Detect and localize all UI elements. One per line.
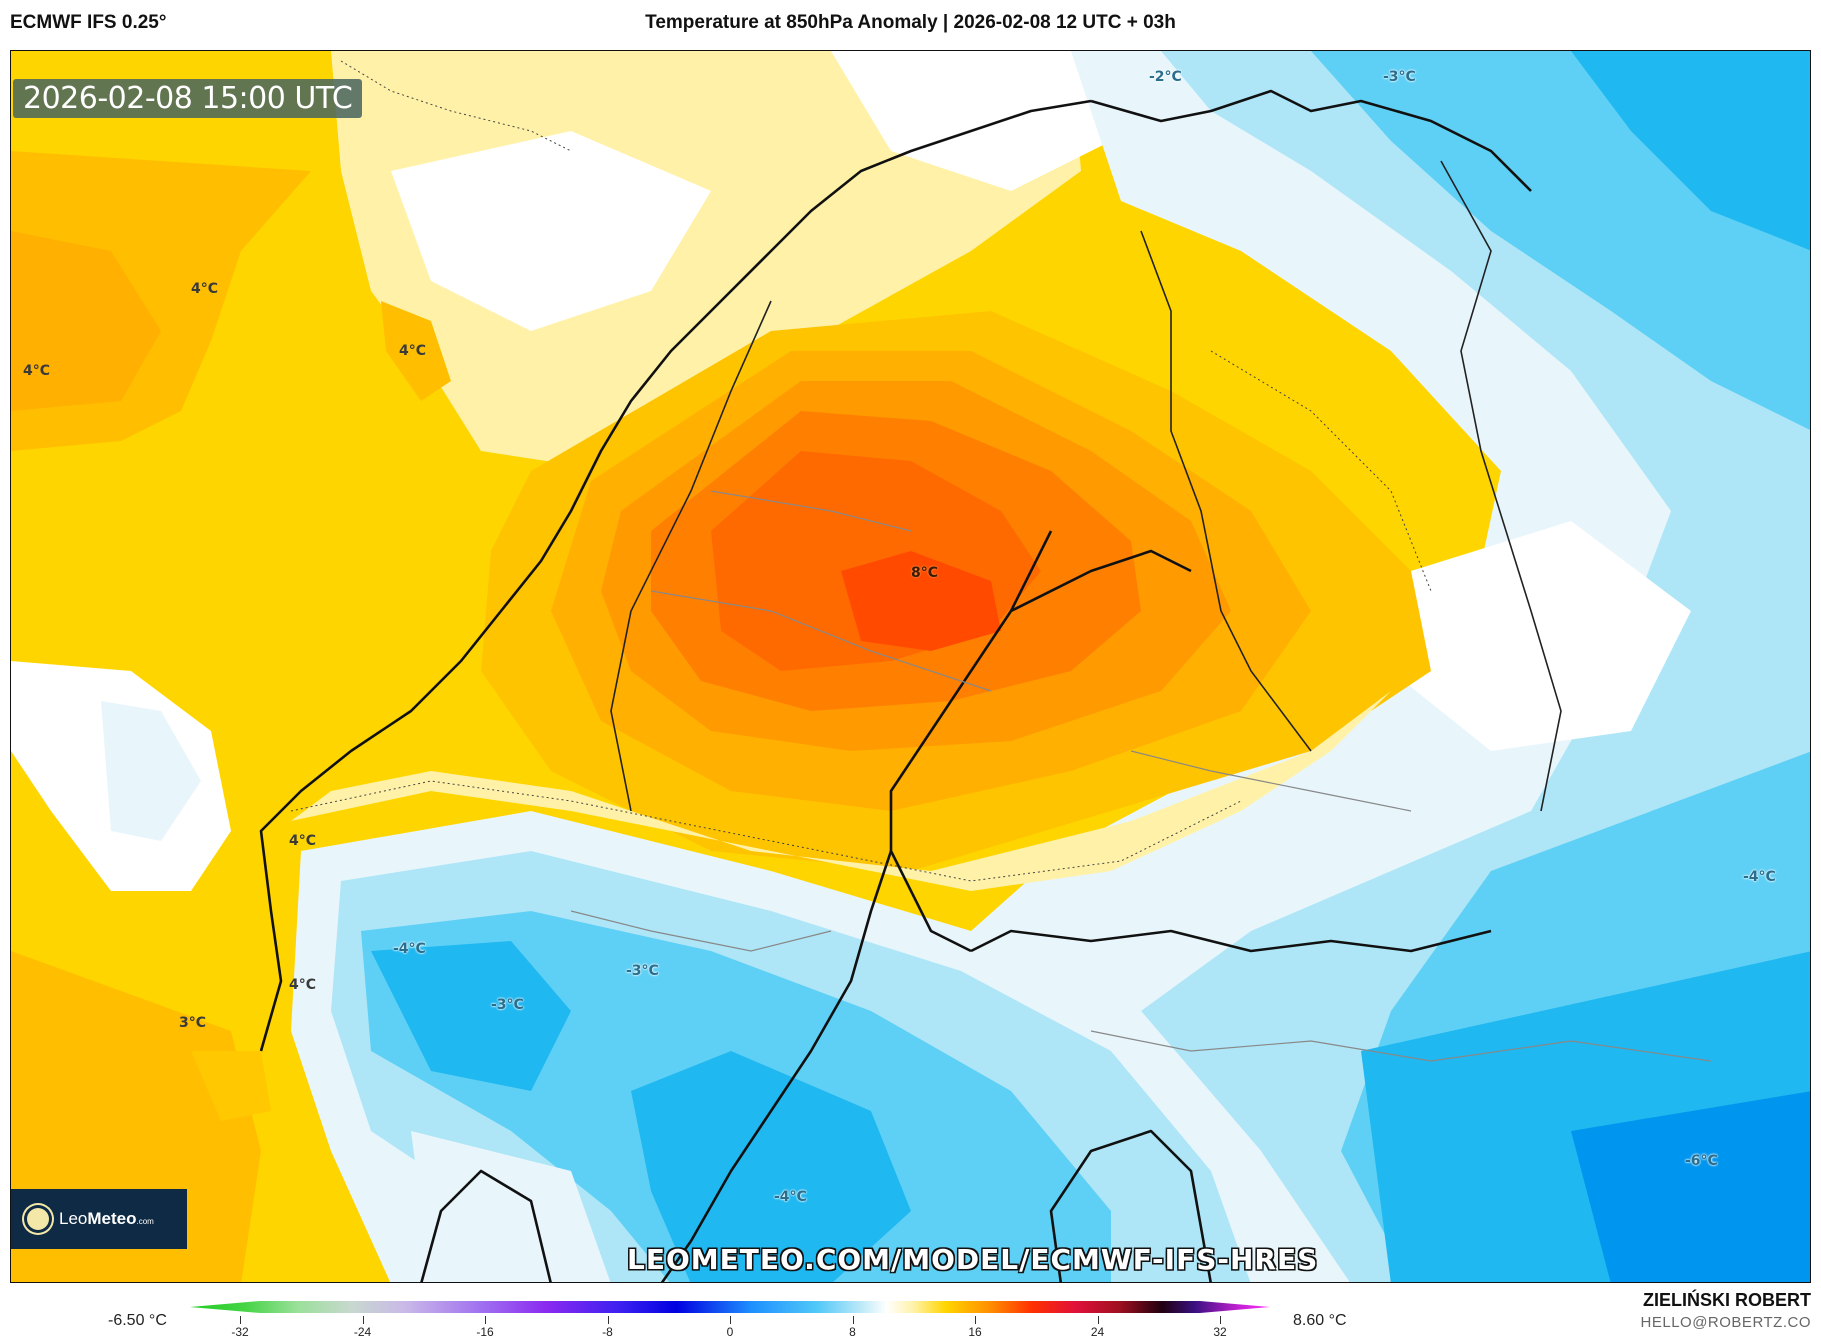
colorbar-min-label: -6.50 °C: [108, 1312, 167, 1329]
contour-label: -3°C: [1383, 69, 1416, 85]
leometeo-logo[interactable]: LeoMeteo.com: [11, 1189, 187, 1249]
colorbar-tick-mark: [362, 1316, 364, 1324]
temperature-anomaly-field: [11, 51, 1810, 1282]
colorbar-tick-label: 8: [849, 1325, 856, 1339]
colorbar-tick-mark: [975, 1316, 976, 1324]
contour-label: 4°C: [23, 363, 51, 379]
chart-title: Temperature at 850hPa Anomaly | 2026-02-…: [645, 12, 1176, 33]
author-email[interactable]: HELLO@ROBERTZ.CO: [1640, 1314, 1811, 1331]
valid-time-badge: 2026-02-08 15:00 UTC: [13, 79, 363, 118]
colorbar-tick-mark: [1220, 1316, 1221, 1324]
colorbar-tick-mark: [730, 1316, 731, 1324]
colorbar-tick-mark: [1097, 1316, 1099, 1324]
colorbar-tick-mark: [240, 1316, 241, 1324]
colorbar-tick-mark: [485, 1316, 486, 1324]
contour-label: -2°C: [1149, 69, 1182, 85]
colorbar-tick-label: 0: [726, 1325, 734, 1339]
contour-label: -3°C: [491, 997, 524, 1013]
forecast-map[interactable]: 2026-02-08 15:00 UTC 4°C 4°C 4°C 8°C 4°C 4°C 3…: [10, 50, 1811, 1283]
colorbar-tick-label: -16: [476, 1325, 494, 1339]
colorbar-tick-label: -32: [231, 1325, 249, 1339]
contour-label: 4°C: [399, 343, 427, 359]
colorbar: [190, 1301, 1270, 1313]
sun-icon: [27, 1208, 49, 1230]
contour-label: -4°C: [774, 1189, 807, 1205]
colorbar-tick-label: 32: [1213, 1325, 1227, 1339]
colorbar-tick-mark: [852, 1316, 854, 1324]
contour-label: 4°C: [289, 833, 317, 849]
author-name: ZIELIŃSKI ROBERT: [1642, 1290, 1811, 1310]
colorbar-tick-label: 16: [968, 1325, 982, 1339]
model-name: ECMWF IFS 0.25°: [10, 12, 167, 33]
contour-label: -4°C: [1743, 869, 1776, 885]
watermark-url: LEOMETEO.COM/MODEL/ECMWF-IFS-HRES: [627, 1243, 1319, 1276]
logo-text: LeoMeteo.com: [59, 1209, 154, 1228]
colorbar-tick-label: -24: [353, 1325, 372, 1339]
contour-label: 4°C: [289, 977, 317, 993]
contour-label: 3°C: [179, 1015, 207, 1031]
contour-label: -3°C: [626, 963, 659, 979]
colorbar-tick-label: 24: [1090, 1325, 1105, 1339]
colorbar-tick-label: -8: [602, 1325, 613, 1339]
colorbar-max-label: 8.60 °C: [1293, 1312, 1347, 1329]
colorbar-tick-mark: [607, 1316, 609, 1324]
contour-label: -6°C: [1685, 1153, 1718, 1169]
contour-label: -4°C: [393, 941, 426, 957]
contour-label: 8°C: [911, 565, 939, 581]
contour-label: 4°C: [191, 281, 219, 297]
